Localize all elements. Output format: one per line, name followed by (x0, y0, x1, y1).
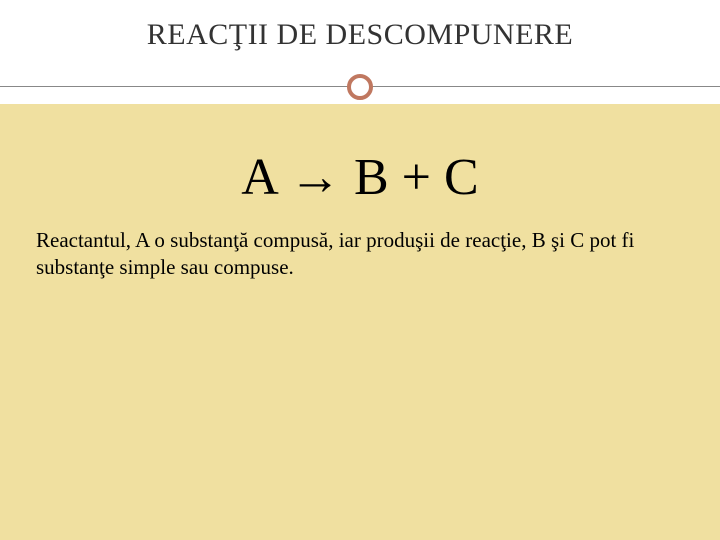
header-area: REACŢII DE DESCOMPUNERE (0, 0, 720, 104)
content-area: A → B + C Reactantul, A o substanţă comp… (0, 86, 720, 540)
slide-title: REACŢII DE DESCOMPUNERE (0, 18, 720, 68)
spacer (28, 118, 692, 136)
divider-circle-icon (347, 74, 373, 100)
slide-container: REACŢII DE DESCOMPUNERE A → B + C Reacta… (0, 0, 720, 540)
reaction-description: Reactantul, A o substanţă compusă, iar p… (28, 227, 692, 282)
divider (0, 68, 720, 104)
reaction-formula: A → B + C (28, 148, 692, 207)
